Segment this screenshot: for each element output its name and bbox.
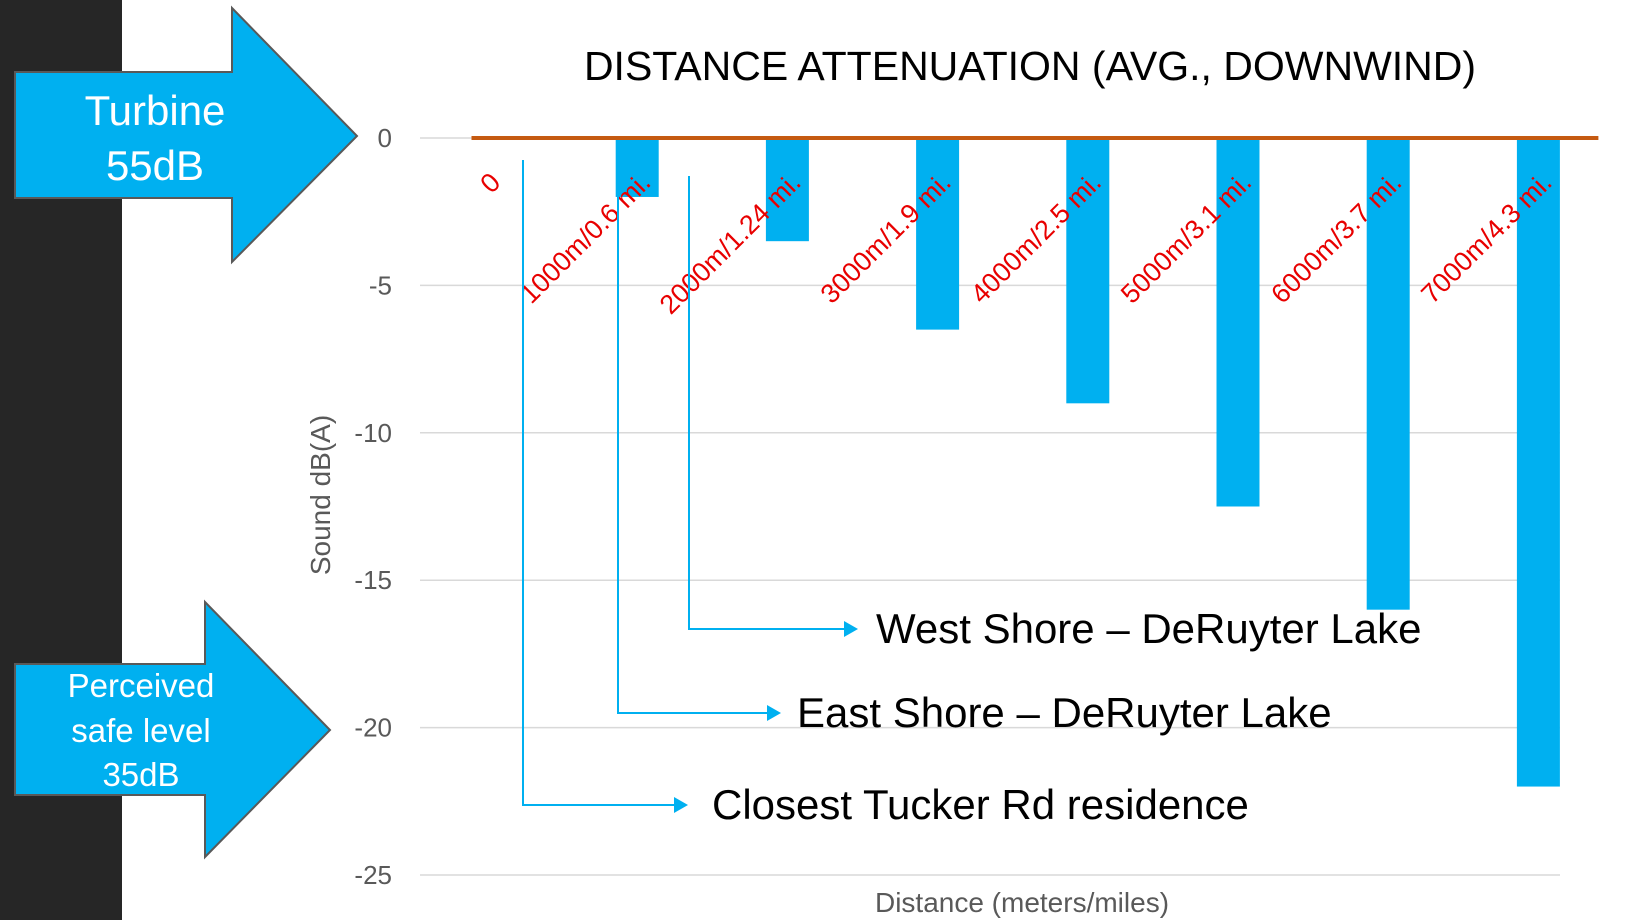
y-tick-label: -5: [369, 270, 392, 300]
y-tick-labels: 0 -5 -10 -15 -20 -25: [354, 123, 392, 890]
callout-label: East Shore – DeRuyter Lake: [797, 689, 1332, 736]
category-label: 2000m/1.24 mi.: [654, 167, 807, 320]
y-tick-label: -15: [354, 565, 392, 595]
callout-connector: [617, 160, 769, 714]
safe-level-arrow: Perceived safe level 35dB: [14, 599, 332, 860]
x-axis-label: Distance (meters/miles): [875, 887, 1169, 918]
y-tick-label: -20: [354, 713, 392, 743]
safe-label-line2: safe level: [71, 712, 210, 749]
y-tick-label: 0: [378, 123, 392, 153]
bar: [1516, 138, 1560, 787]
callout-arrowhead: [844, 621, 858, 637]
callout-arrowhead: [767, 705, 781, 721]
y-tick-label: -10: [354, 418, 392, 448]
safe-label-line1: Perceived: [68, 667, 215, 704]
callout-label: West Shore – DeRuyter Lake: [876, 605, 1422, 652]
category-label: 1000m/0.6 mi.: [514, 167, 656, 309]
safe-db: 35dB: [102, 756, 179, 793]
chart-title: DISTANCE ATTENUATION (AVG., DOWNWIND): [584, 43, 1476, 89]
callout-label: Closest Tucker Rd residence: [712, 781, 1249, 828]
callout-arrowhead: [674, 797, 688, 813]
callouts: West Shore – DeRuyter Lake East Shore – D…: [522, 160, 1422, 828]
bar: [1066, 138, 1110, 404]
bar: [615, 138, 659, 197]
bar: [1216, 138, 1260, 507]
turbine-arrow: Turbine 55dB: [14, 5, 359, 265]
bars: [615, 138, 1560, 787]
bar: [916, 138, 960, 330]
y-axis-label: Sound dB(A): [305, 415, 336, 575]
callout-connector: [688, 176, 846, 630]
turbine-label: Turbine: [85, 87, 226, 134]
bar: [1366, 138, 1410, 610]
callout-connector: [522, 160, 676, 806]
turbine-db: 55dB: [106, 142, 204, 189]
category-label: 0: [474, 167, 506, 199]
bar: [765, 138, 809, 242]
y-tick-label: -25: [354, 860, 392, 890]
